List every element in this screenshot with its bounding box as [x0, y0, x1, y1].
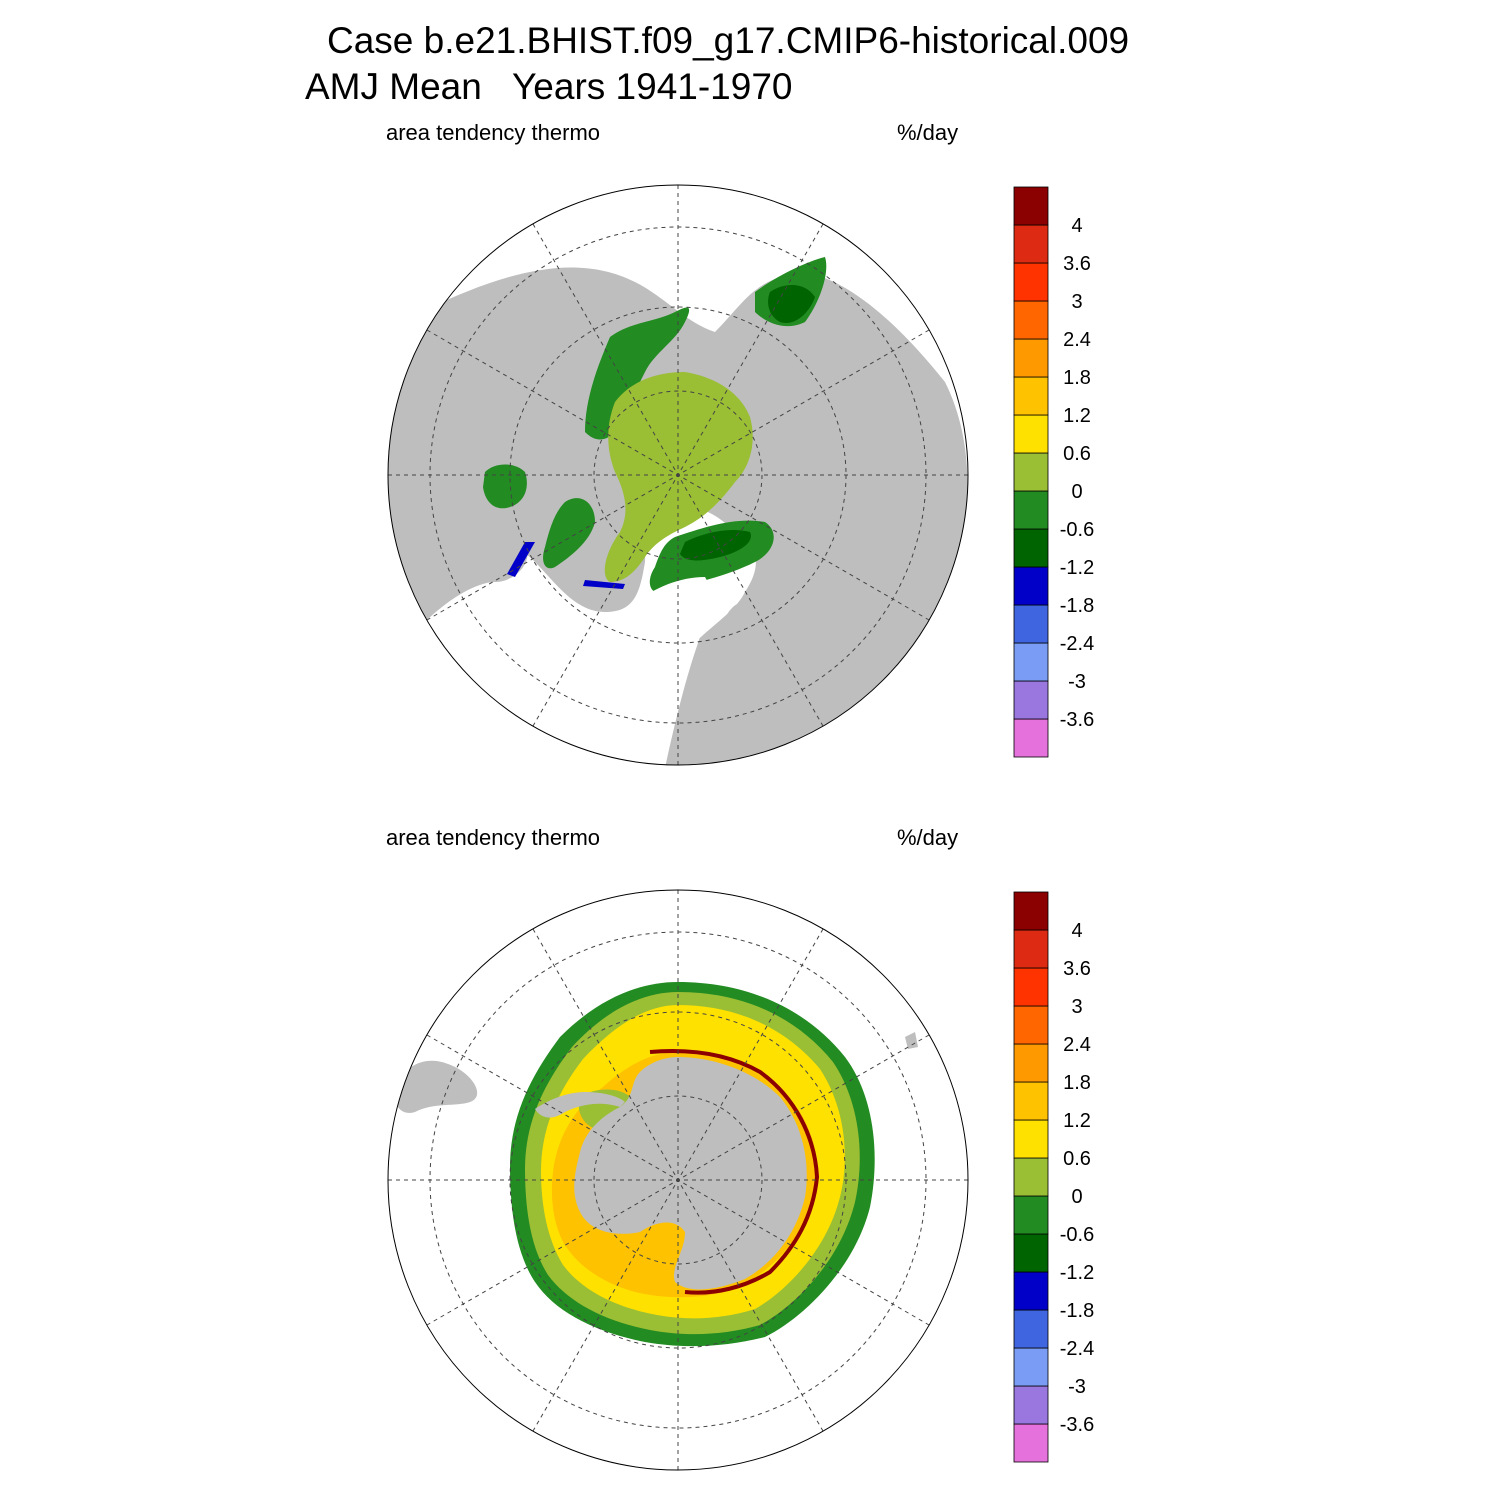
north-colorbar-box [1013, 186, 1049, 226]
south-colorbar-box [1013, 1005, 1049, 1045]
south-colorbar-box [1013, 1157, 1049, 1197]
south-africa-land [905, 1032, 918, 1049]
north-open-ocean [615, 577, 710, 765]
north-polar-map [387, 184, 969, 766]
south-colorbar-box [1013, 1385, 1049, 1425]
south-colorbar-tick-label: -2.4 [1060, 1338, 1094, 1360]
south-colorbar-tick-label: 3.6 [1063, 958, 1091, 980]
north-colorbar-box [1013, 604, 1049, 644]
north-colorbar-box [1013, 338, 1049, 378]
south-colorbar-tick-label: 0.6 [1063, 1148, 1091, 1170]
north-ice-darkgreen-okhotsk [768, 285, 815, 323]
north-colorbar-box [1013, 490, 1049, 530]
north-ice-darkgreen-barents [680, 530, 751, 561]
north-colorbar-box [1013, 300, 1049, 340]
north-ice-blue-edge-2 [583, 580, 625, 589]
south-colorbar-box [1013, 1195, 1049, 1235]
north-colorbar-tick-label: -1.2 [1060, 557, 1094, 579]
north-colorbar-box [1013, 414, 1049, 454]
north-colorbar-box [1013, 262, 1049, 302]
south-colorbar-tick-label: -3 [1068, 1376, 1086, 1398]
south-colorbar-tick-label: -1.8 [1060, 1300, 1094, 1322]
north-colorbar-tick-label: 3 [1071, 291, 1082, 313]
north-colorbar-tick-label: -3.6 [1060, 709, 1094, 731]
north-colorbar-box [1013, 528, 1049, 568]
south-colorbar-tick-label: 0 [1071, 1186, 1082, 1208]
south-variable-label: area tendency thermo [386, 825, 601, 850]
south-colorbar-box [1013, 1347, 1049, 1387]
south-colorbar-box [1013, 891, 1049, 931]
south-colorbar-box [1013, 967, 1049, 1007]
north-colorbar-box [1013, 642, 1049, 682]
south-units-label: %/day [897, 825, 959, 850]
south-colorbar-box [1013, 1081, 1049, 1121]
figure-title-line2: AMJ Mean Years 1941-1970 [305, 66, 793, 107]
figure-title-line1: Case b.e21.BHIST.f09_g17.CMIP6-historica… [327, 20, 1130, 61]
north-colorbar-tick-label: 0 [1071, 481, 1082, 503]
south-polar-map [387, 889, 969, 1471]
north-colorbar-tick-label: -1.8 [1060, 595, 1094, 617]
antarctic-peninsula-land [535, 1092, 625, 1118]
south-colorbar: -3.6 -3 -2.4 -1.8 -1.2 -0.6 0 0.6 1.2 1.8 2.4 3 3.6 4 [1013, 891, 1094, 1463]
south-colorbar-box [1013, 1119, 1049, 1159]
south-colorbar-tick-label: 1.2 [1063, 1110, 1091, 1132]
north-variable-label: area tendency thermo [386, 120, 601, 145]
south-ice-coastal-red [649, 1049, 820, 1295]
south-colorbar-tick-label: -1.2 [1060, 1262, 1094, 1284]
south-colorbar-box [1013, 1271, 1049, 1311]
south-america-land [393, 1060, 478, 1113]
north-ice-greenzone [585, 307, 690, 440]
north-colorbar-tick-label: -0.6 [1060, 519, 1094, 541]
south-colorbar-box [1013, 1423, 1049, 1463]
south-colorbar-tick-label: 3 [1071, 996, 1082, 1018]
north-america-land [388, 332, 585, 642]
south-colorbar-tick-label: 1.8 [1063, 1072, 1091, 1094]
north-colorbar-tick-label: -2.4 [1060, 633, 1094, 655]
north-units-label: %/day [897, 120, 959, 145]
north-colorbar-tick-label: 3.6 [1063, 253, 1091, 275]
south-colorbar-box [1013, 929, 1049, 969]
north-colorbar-box [1013, 376, 1049, 416]
south-colorbar-box [1013, 1309, 1049, 1349]
north-europe-land [685, 602, 759, 765]
north-colorbar: -3.6 -3 -2.4 -1.8 -1.2 -0.6 0 0.6 1.2 1.8 2.4 3 3.6 4 [1013, 186, 1094, 758]
north-colorbar-box [1013, 452, 1049, 492]
south-colorbar-box [1013, 1043, 1049, 1083]
north-colorbar-box [1013, 224, 1049, 264]
north-colorbar-tick-label: -3 [1068, 671, 1086, 693]
north-colorbar-box [1013, 680, 1049, 720]
south-colorbar-box [1013, 1233, 1049, 1273]
south-colorbar-tick-label: -3.6 [1060, 1414, 1094, 1436]
south-colorbar-tick-label: -0.6 [1060, 1224, 1094, 1246]
north-ice-greenzone-baffin [543, 498, 595, 569]
north-colorbar-tick-label: 0.6 [1063, 443, 1091, 465]
north-colorbar-box [1013, 718, 1049, 758]
south-colorbar-tick-label: 2.4 [1063, 1034, 1091, 1056]
north-colorbar-tick-label: 2.4 [1063, 329, 1091, 351]
north-colorbar-tick-label: 4 [1071, 215, 1082, 237]
south-colorbar-tick-label: 4 [1071, 920, 1082, 942]
north-colorbar-box [1013, 566, 1049, 606]
north-colorbar-tick-label: 1.8 [1063, 367, 1091, 389]
north-colorbar-tick-label: 1.2 [1063, 405, 1091, 427]
